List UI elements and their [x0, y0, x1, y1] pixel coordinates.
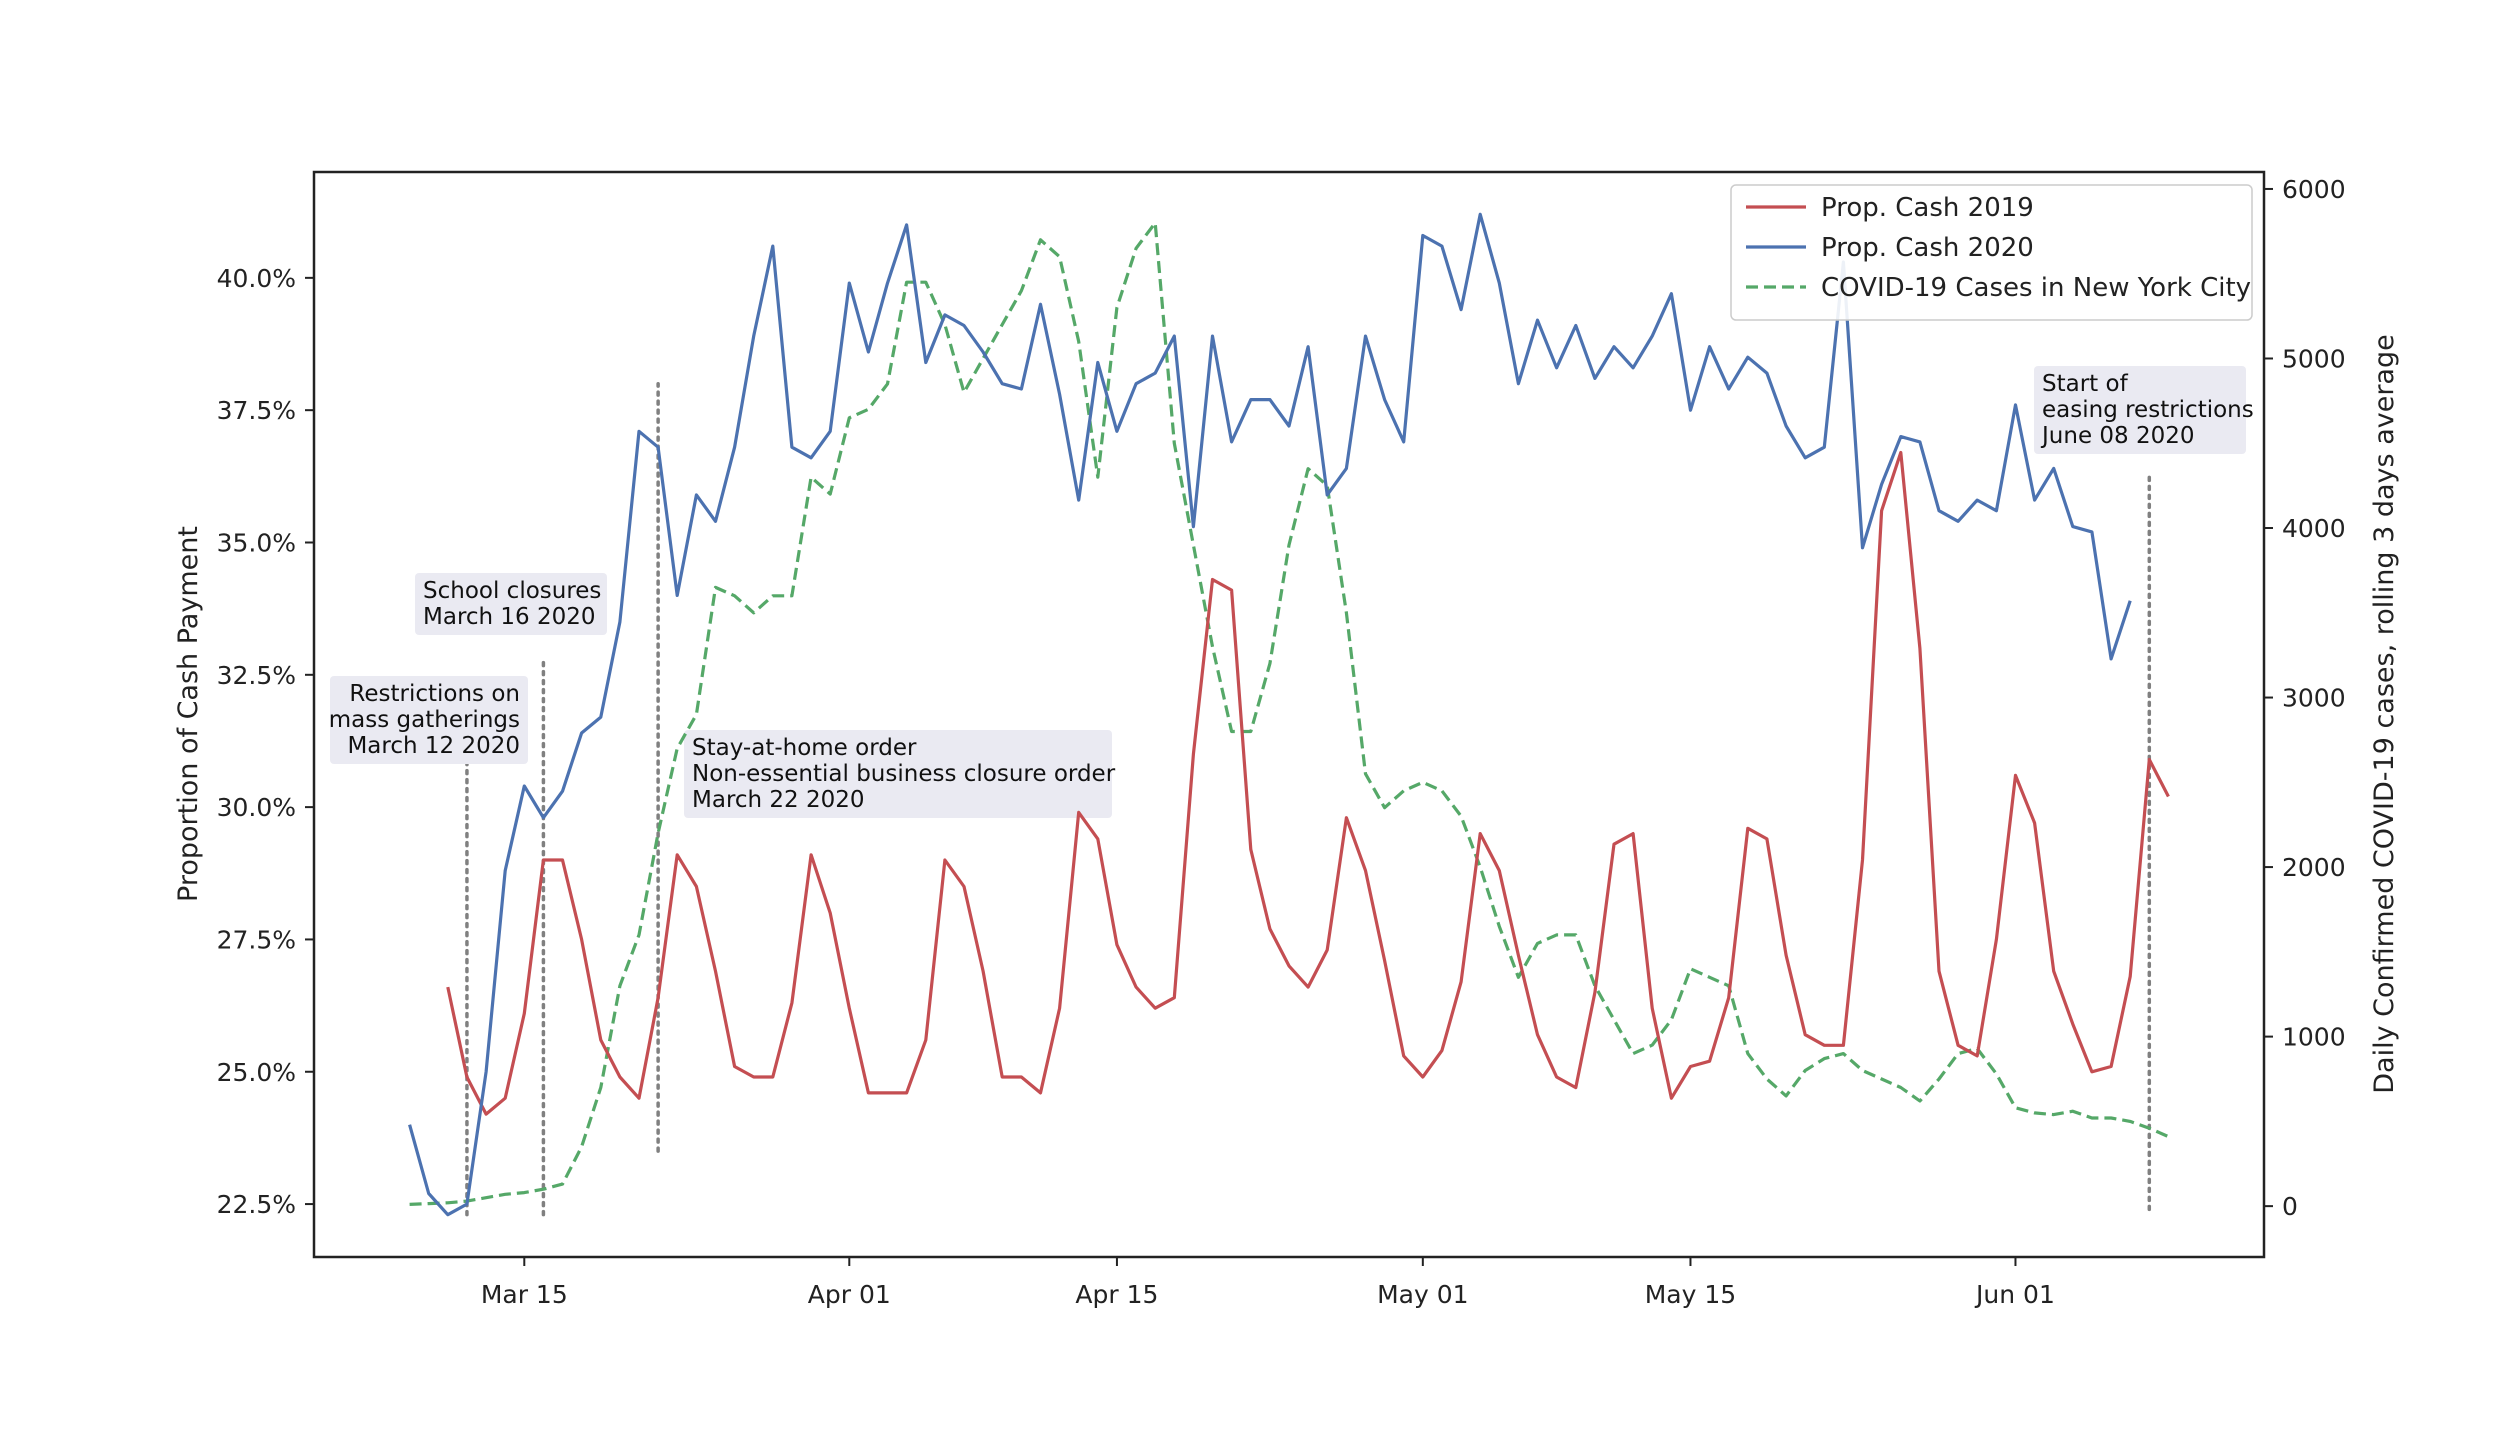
y-right-tick-label: 5000: [2282, 344, 2346, 373]
annotation-text: easing restrictions: [2042, 397, 2254, 423]
legend-label: Prop. Cash 2020: [1821, 233, 2034, 263]
legend: Prop. Cash 2019 Prop. Cash 2020 COVID-19 C…: [1730, 184, 2253, 321]
y-left-tick-label: 22.5%: [217, 1190, 296, 1219]
y-left-tick-label: 32.5%: [217, 661, 296, 690]
series-line-cash-2020: [408, 212, 2132, 1217]
annotation-box: [684, 730, 1112, 818]
annotation-text: School closures: [423, 578, 601, 604]
legend-box: [1730, 184, 2253, 321]
annotation-box: [2034, 366, 2246, 454]
x-tick-label: Apr 15: [1075, 1280, 1158, 1309]
legend-label: COVID-19 Cases in New York City: [1821, 273, 2251, 303]
y-right-tick-label: 3000: [2282, 684, 2346, 713]
plot-frame: [312, 170, 2266, 1259]
annotation-text: March 12 2020: [347, 733, 520, 759]
annotation-text: June 08 2020: [2040, 423, 2195, 449]
y-left-tick-label: 27.5%: [217, 925, 296, 954]
y-left-tick-label: 37.5%: [217, 396, 296, 425]
legend-label: Prop. Cash 2019: [1821, 193, 2034, 223]
y-right-tick-label: 0: [2282, 1192, 2298, 1221]
annotation-text: March 16 2020: [423, 604, 596, 630]
x-tick-label: Jun 01: [1974, 1280, 2055, 1309]
annotation-text: Restrictions on: [349, 681, 520, 707]
annotation-text: March 22 2020: [692, 787, 865, 813]
y-right-tick-label: 6000: [2282, 175, 2346, 204]
x-tick-label: May 01: [1377, 1280, 1468, 1309]
annotation-text: Start of: [2042, 371, 2129, 397]
x-axis: Mar 15 Apr 01 Apr 15 May 01 May 15 Jun 01: [481, 1257, 2055, 1309]
x-tick-label: Mar 15: [481, 1280, 568, 1309]
annotation-text: mass gatherings: [329, 707, 520, 733]
y-left-tick-label: 25.0%: [217, 1058, 296, 1087]
y-right-tick-label: 1000: [2282, 1023, 2346, 1052]
y-left-tick-label: 40.0%: [217, 264, 296, 293]
y-right-tick-label: 2000: [2282, 853, 2346, 882]
annotation-text: Stay-at-home order: [692, 735, 917, 761]
annotation-text: Non-essential business closure order: [692, 761, 1116, 787]
annotation-box: [415, 573, 607, 635]
y-axis-left: 22.5% 25.0% 27.5% 30.0% 32.5% 35.0% 37.5% 40.0%: [217, 264, 314, 1219]
y-axis-right-title: Daily Confirmed COVID-19 cases, rolling …: [2369, 334, 2400, 1093]
series-layer: [408, 212, 2170, 1217]
y-axis-left-title: Proportion of Cash Payment: [173, 526, 204, 902]
series-line-cash-2019: [446, 450, 2170, 1116]
y-right-tick-label: 4000: [2282, 514, 2346, 543]
y-left-tick-label: 30.0%: [217, 793, 296, 822]
x-tick-label: Apr 01: [808, 1280, 891, 1309]
y-left-tick-label: 35.0%: [217, 528, 296, 557]
series-line-covid-cases: [409, 221, 2170, 1206]
y-axis-right: 0 1000 2000 3000 4000 5000 6000: [2264, 175, 2346, 1221]
x-tick-label: May 15: [1645, 1280, 1736, 1309]
annotation-box: [330, 676, 528, 764]
